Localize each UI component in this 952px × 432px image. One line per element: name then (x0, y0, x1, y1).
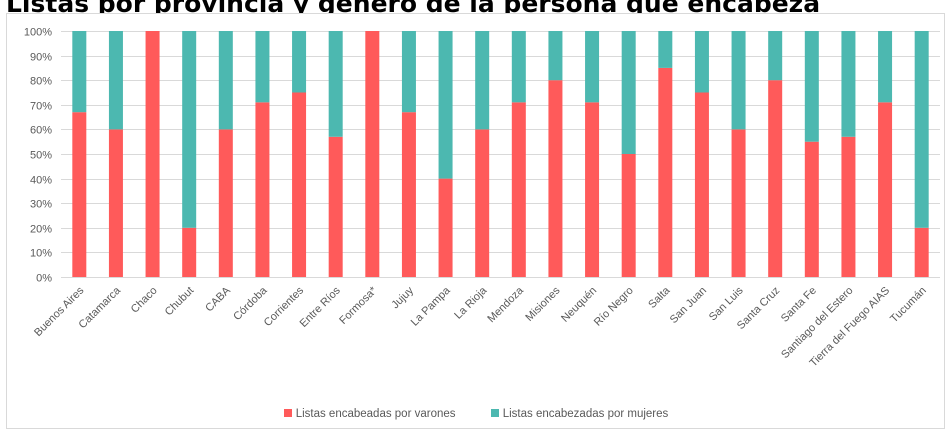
y-tick-label: 60% (30, 125, 52, 137)
bar-varones (145, 31, 160, 277)
bar-varones (401, 112, 416, 278)
bar-varones (841, 136, 856, 277)
y-tick-label: 80% (30, 76, 52, 88)
legend-item-varones: Listas encabeadas por varones (283, 408, 456, 420)
x-tick-label: Salta (646, 284, 673, 311)
bar-varones (328, 136, 343, 277)
bar-mujeres (768, 31, 783, 81)
bar-varones (731, 129, 746, 277)
x-tick-label: Buenos Aires (32, 284, 87, 339)
bar-varones (694, 92, 709, 277)
bar-mujeres (914, 31, 929, 228)
bar-varones (108, 129, 123, 277)
bar-mujeres (841, 31, 856, 137)
x-tick-label: Formosa* (337, 284, 380, 327)
chart-legend: Listas encabeadas por varones Listas enc… (0, 408, 952, 420)
bar-varones (218, 129, 233, 277)
legend-label-mujeres: Listas encabezadas por mujeres (502, 408, 669, 420)
y-tick-label: 70% (30, 101, 52, 113)
bar-varones (585, 102, 600, 277)
x-tick-label: CABA (203, 284, 233, 314)
legend-swatch-mujeres (490, 409, 499, 417)
x-tick-label: La Rioja (452, 284, 490, 322)
y-tick-label: 40% (30, 175, 52, 187)
x-tick-label: Tucumán (888, 285, 929, 326)
bar-varones (182, 227, 197, 277)
bar-varones (365, 31, 380, 277)
x-tick-label: Jujuy (389, 284, 416, 311)
x-tick-label: San Juan (668, 285, 709, 326)
y-tick-label: 30% (30, 199, 52, 211)
bar-varones (621, 154, 636, 277)
bar-varones (72, 112, 87, 278)
x-tick-label: Santiago del Estero (779, 285, 855, 361)
bar-varones (292, 92, 307, 277)
x-tick-label: Entre Ríos (298, 284, 344, 330)
y-tick-label: 20% (30, 224, 52, 236)
bar-mujeres (182, 31, 197, 228)
bar-varones (475, 129, 490, 277)
bar-mujeres (438, 31, 453, 179)
x-tick-label: Río Negro (592, 285, 636, 329)
bar-mujeres (585, 31, 600, 103)
y-tick-label: 0% (36, 273, 52, 285)
x-tick-label: La Pampa (409, 284, 454, 329)
legend-label-varones: Listas encabeadas por varones (295, 408, 456, 420)
y-tick-label: 10% (30, 248, 52, 260)
bar-mujeres (694, 31, 709, 93)
bar-varones (878, 102, 893, 277)
bar-mujeres (108, 31, 123, 130)
bar-mujeres (72, 31, 87, 113)
bar-mujeres (621, 31, 636, 154)
bar-mujeres (548, 31, 563, 81)
bar-varones (511, 102, 526, 277)
y-tick-label: 50% (30, 150, 52, 162)
bar-mujeres (878, 31, 893, 103)
bar-varones (548, 80, 563, 277)
bar-varones (658, 67, 673, 278)
x-tick-label: Chaco (129, 285, 160, 316)
bar-mujeres (475, 31, 490, 130)
bar-mujeres (292, 31, 307, 93)
bar-varones (804, 141, 819, 277)
x-tick-label: Mendoza (485, 284, 526, 325)
bar-varones (255, 102, 270, 277)
bar-varones (768, 80, 783, 277)
bar-varones (914, 227, 929, 277)
bar-mujeres (328, 31, 343, 137)
legend-swatch-varones (283, 409, 292, 417)
bar-mujeres (731, 31, 746, 130)
x-tick-label: Chubut (163, 285, 197, 319)
x-tick-label: Misiones (523, 284, 563, 324)
y-tick-label: 100% (24, 27, 52, 39)
bar-mujeres (804, 31, 819, 142)
bar-mujeres (255, 31, 270, 103)
bar-mujeres (511, 31, 526, 103)
y-tick-label: 90% (30, 52, 52, 64)
bar-mujeres (218, 31, 233, 130)
bar-mujeres (401, 31, 416, 113)
legend-item-mujeres: Listas encabezadas por mujeres (490, 408, 669, 420)
bar-varones (438, 178, 453, 277)
bar-mujeres (658, 31, 673, 68)
